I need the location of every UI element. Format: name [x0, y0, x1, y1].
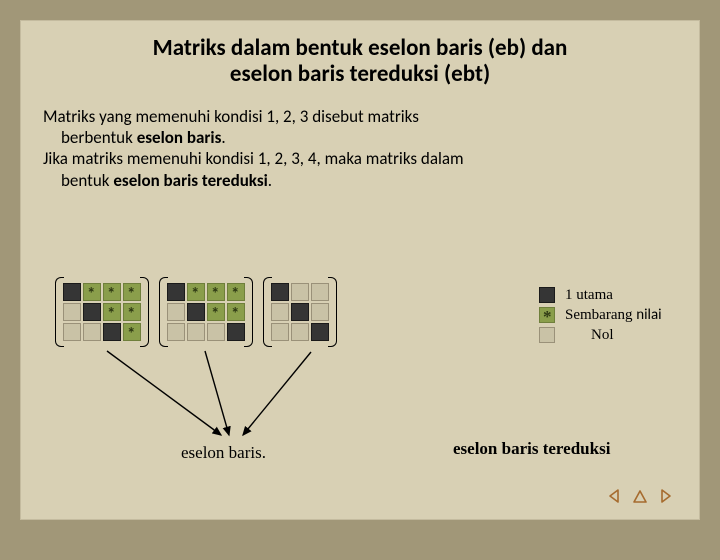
matrix-cell: [83, 283, 101, 301]
title-line-2: eselon baris tereduksi (ebt): [230, 60, 490, 88]
matrix: [163, 279, 249, 345]
matrix-cell: [311, 283, 329, 301]
legend: 1 utama Sembarang nilai Nol: [539, 285, 662, 345]
caption-eselon-baris-tereduksi: eselon baris tereduksi: [453, 439, 610, 459]
nav-controls: [605, 487, 675, 505]
next-icon: [658, 488, 674, 504]
legend-swatch-zero: [539, 327, 555, 343]
prev-button[interactable]: [605, 487, 623, 505]
matrix-cell: [227, 323, 245, 341]
body-p1b-bold: eselon baris: [137, 127, 222, 148]
home-icon: [632, 488, 648, 504]
matrix-cell: [167, 323, 185, 341]
matrix-cell: [227, 283, 245, 301]
matrix-cell: [311, 323, 329, 341]
matrix-cell: [207, 323, 225, 341]
legend-swatch-one: [539, 287, 555, 303]
matrix-cell: [123, 303, 141, 321]
legend-label-one: 1 utama: [565, 287, 613, 304]
legend-row-zero: Nol: [539, 325, 662, 345]
body-p2b-bold: eselon baris tereduksi: [113, 170, 267, 191]
matrix-cell: [123, 283, 141, 301]
matrix-cell: [271, 303, 289, 321]
matrices-row: [59, 279, 333, 345]
next-button[interactable]: [657, 487, 675, 505]
caption-eselon-baris: eselon baris.: [181, 443, 266, 463]
matrix: [267, 279, 333, 345]
matrix-cell: [103, 283, 121, 301]
prev-icon: [606, 488, 622, 504]
matrix-cell: [271, 283, 289, 301]
matrix-cell: [83, 303, 101, 321]
legend-row-arb: Sembarang nilai: [539, 305, 662, 325]
matrix-cell: [187, 323, 205, 341]
matrix-cell: [291, 283, 309, 301]
matrix-cell: [83, 323, 101, 341]
matrix-cell: [187, 283, 205, 301]
matrix-cell: [63, 283, 81, 301]
matrix-cell: [291, 323, 309, 341]
body-text: Matriks yang memenuhi kondisi 1, 2, 3 di…: [43, 106, 673, 191]
matrix-cell: [103, 303, 121, 321]
matrix-cell: [271, 323, 289, 341]
matrix: [59, 279, 145, 345]
legend-label-zero: Nol: [565, 327, 614, 344]
legend-swatch-arb: [539, 307, 555, 323]
matrix-cell: [63, 303, 81, 321]
body-p2a: Jika matriks memenuhi kondisi 1, 2, 3, 4…: [43, 148, 464, 169]
matrix-cell: [123, 323, 141, 341]
matrix-cell: [63, 323, 81, 341]
matrix-cell: [207, 303, 225, 321]
matrix-cell: [291, 303, 309, 321]
matrix-cell: [103, 323, 121, 341]
body-p1a: Matriks yang memenuhi kondisi 1, 2, 3 di…: [43, 106, 419, 127]
slide: Matriks dalam bentuk eselon baris (eb) d…: [20, 20, 700, 520]
body-p1b-prefix: berbentuk: [61, 127, 137, 148]
matrix-cell: [167, 283, 185, 301]
matrix-cell: [187, 303, 205, 321]
body-p2b-prefix: bentuk: [61, 170, 113, 191]
body-p1b-suffix: .: [221, 127, 225, 148]
legend-label-arb: Sembarang nilai: [565, 306, 662, 324]
title-line-1: Matriks dalam bentuk eselon baris (eb) d…: [153, 34, 568, 62]
home-button[interactable]: [631, 487, 649, 505]
body-p2b-suffix: .: [268, 170, 272, 191]
matrix-cell: [167, 303, 185, 321]
slide-title: Matriks dalam bentuk eselon baris (eb) d…: [61, 35, 659, 88]
matrix-cell: [207, 283, 225, 301]
arrows: [81, 349, 421, 439]
matrix-cell: [227, 303, 245, 321]
matrix-cell: [311, 303, 329, 321]
legend-row-one: 1 utama: [539, 285, 662, 305]
